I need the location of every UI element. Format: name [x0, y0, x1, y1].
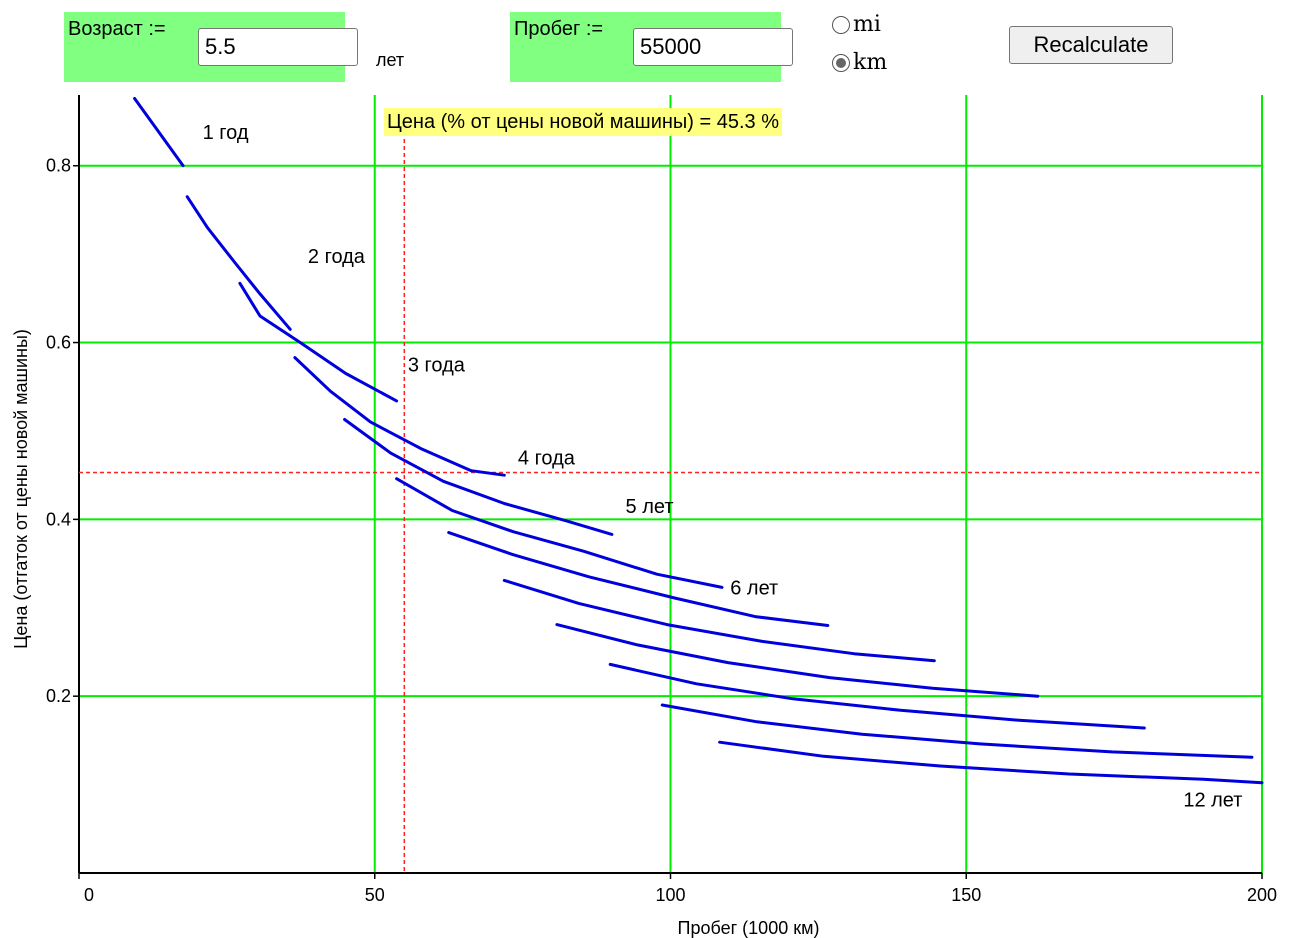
result-box	[384, 108, 783, 136]
age-curve	[185, 195, 292, 331]
age-label: Возраст :=	[68, 18, 166, 40]
y-tick-label: 0.2	[46, 686, 71, 706]
curve-label: 4 года	[518, 448, 576, 470]
age-curve	[395, 477, 724, 589]
age-curve	[238, 281, 399, 403]
y-axis-label: Цена (отгаток от цены новой машины)	[11, 329, 31, 649]
x-tick-label: 50	[365, 885, 385, 905]
age-curve	[447, 531, 830, 627]
result-text: Цена (% от цены новой машины) = 45.3 %	[387, 111, 779, 133]
age-panel: Возраст :=	[64, 12, 358, 82]
age-curve	[660, 703, 1254, 759]
radio-km-label: km	[853, 50, 888, 75]
recalculate-button[interactable]: Recalculate	[1009, 26, 1173, 64]
age-unit-label: лет	[376, 50, 405, 70]
unit-option-mi[interactable]: mi	[832, 12, 881, 37]
radio-km-selected-dot	[836, 57, 846, 68]
mileage-panel: Пробег :=	[510, 12, 793, 82]
age-curve	[133, 97, 185, 168]
x-axis-label: Пробег (1000 км)	[678, 918, 820, 938]
age-curve	[555, 623, 1040, 698]
age-curve	[343, 418, 614, 536]
mileage-input[interactable]	[633, 28, 793, 66]
unit-option-km[interactable]: km	[832, 50, 887, 75]
curve-label: 5 лет	[626, 496, 674, 518]
x-tick-label: 100	[655, 885, 685, 905]
age-curve	[718, 740, 1264, 785]
y-tick-label: 0.4	[46, 509, 71, 529]
radio-mi[interactable]	[832, 15, 850, 34]
age-curve	[608, 662, 1146, 730]
mileage-label: Пробег :=	[514, 18, 604, 40]
curve-label: 6 лет	[730, 578, 778, 600]
age-curve	[502, 578, 936, 663]
radio-mi-label: mi	[853, 12, 881, 37]
curve-label: 2 года	[308, 246, 366, 268]
curve-label: 3 года	[408, 355, 466, 377]
x-tick-label: 200	[1247, 885, 1277, 905]
curve-label: 1 год	[203, 122, 249, 144]
x-tick-label: 150	[951, 885, 981, 905]
curve-label: 12 лет	[1183, 790, 1242, 812]
age-input[interactable]	[198, 28, 358, 66]
age-curve	[293, 356, 506, 477]
radio-km[interactable]	[832, 53, 850, 72]
y-tick-label: 0.8	[46, 156, 71, 176]
y-tick-label: 0.6	[46, 333, 71, 353]
x-tick-label: 0	[84, 885, 94, 905]
